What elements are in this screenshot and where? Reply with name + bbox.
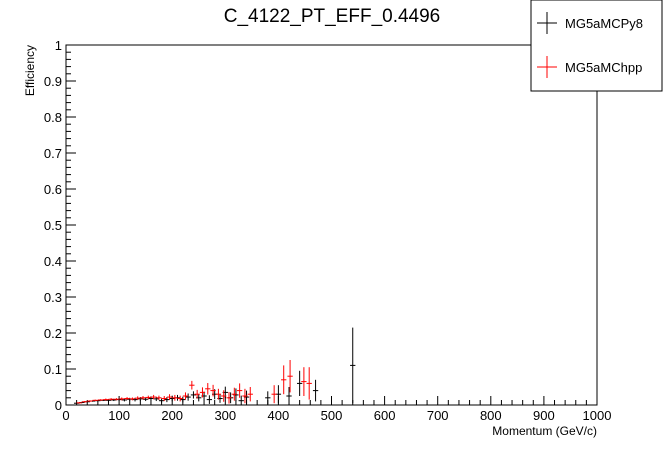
- legend: MG5aMCPy8 MG5aMChpp: [530, 0, 663, 92]
- legend-label: MG5aMChpp: [565, 60, 642, 75]
- legend-box: [530, 0, 663, 92]
- data-point: [226, 392, 232, 404]
- data-point: [350, 327, 356, 404]
- data-point: [92, 399, 98, 402]
- data-point: [312, 379, 319, 402]
- y-tick-label: 0.7: [44, 146, 62, 161]
- x-tick-label: 100: [108, 408, 130, 423]
- data-point: [81, 401, 88, 403]
- x-axis-title: Momentum (GeV/c): [492, 424, 597, 438]
- data-point: [194, 389, 200, 399]
- data-point: [76, 402, 82, 404]
- data-point: [150, 394, 157, 400]
- data-point: [145, 395, 151, 400]
- y-tick-label: 0.5: [44, 218, 62, 233]
- data-point: [301, 367, 307, 396]
- axes-group: 0 100 200 300 400 500 600 700 800 900 1000 0 0.1 0.2 0…: [44, 38, 612, 423]
- data-point: [199, 387, 206, 398]
- data-point: [206, 395, 213, 404]
- x-tick-label: 0: [62, 408, 69, 423]
- data-point: [135, 396, 141, 400]
- y-tick-label: 0.6: [44, 182, 62, 197]
- data-point: [180, 396, 186, 403]
- x-tick-label: 1000: [583, 408, 612, 423]
- data-point: [271, 385, 277, 404]
- data-point: [205, 383, 211, 395]
- data-point: [129, 397, 136, 401]
- x-tick-label: 200: [161, 408, 183, 423]
- data-point: [156, 395, 162, 400]
- x-tick-label: 300: [214, 408, 236, 423]
- x-tick-label: 400: [268, 408, 290, 423]
- data-point: [182, 392, 189, 400]
- data-point: [177, 395, 183, 402]
- x-tick-label: 500: [321, 408, 343, 423]
- legend-entry: MG5aMChpp: [537, 56, 642, 78]
- data-point: [231, 387, 237, 401]
- data-point: [119, 397, 125, 401]
- data-point: [108, 398, 114, 401]
- data-point: [210, 384, 216, 397]
- y-axis-title: Efficiency: [23, 45, 37, 96]
- y-tick-label: 1: [55, 38, 62, 53]
- data-point: [238, 395, 244, 405]
- data-point: [286, 387, 292, 405]
- series-layer: [73, 327, 356, 405]
- data-point: [172, 394, 178, 401]
- data-point: [164, 397, 170, 403]
- data-point: [124, 397, 130, 400]
- y-tick-label: 0: [55, 398, 62, 413]
- data-point: [221, 390, 227, 402]
- data-point: [189, 380, 195, 390]
- series-2: [76, 360, 312, 404]
- chart-title: C_4122_PT_EFF_0.4496: [224, 6, 441, 27]
- x-tick-label: 700: [427, 408, 449, 423]
- data-point: [87, 400, 93, 402]
- data-point: [158, 398, 165, 403]
- y-tick-label: 0.3: [44, 290, 62, 305]
- data-point: [215, 388, 222, 400]
- data-point: [97, 399, 104, 401]
- data-point: [185, 393, 191, 401]
- data-point: [166, 394, 173, 400]
- data-point: [306, 367, 312, 400]
- y-tick-label: 0.8: [44, 110, 62, 125]
- data-point: [247, 387, 253, 402]
- data-point: [242, 388, 248, 404]
- data-point: [113, 398, 120, 401]
- legend-label: MG5aMCPy8: [565, 16, 643, 31]
- data-point: [287, 360, 293, 393]
- data-point: [296, 370, 303, 396]
- x-tick-label: 600: [374, 408, 396, 423]
- y-tick-label: 0.1: [44, 362, 62, 377]
- data-point: [140, 396, 146, 400]
- y-tick-label: 0.9: [44, 74, 62, 89]
- legend-entry: MG5aMCPy8: [537, 12, 643, 34]
- data-point: [236, 383, 243, 398]
- data-point: [103, 398, 109, 401]
- data-point: [161, 396, 167, 402]
- y-tick-label: 0.2: [44, 326, 62, 341]
- x-tick-label: 900: [533, 408, 555, 423]
- data-point: [281, 365, 287, 395]
- x-tick-label: 800: [480, 408, 502, 423]
- data-point: [265, 391, 271, 405]
- data-point: [190, 391, 197, 399]
- y-tick-label: 0.4: [44, 254, 62, 269]
